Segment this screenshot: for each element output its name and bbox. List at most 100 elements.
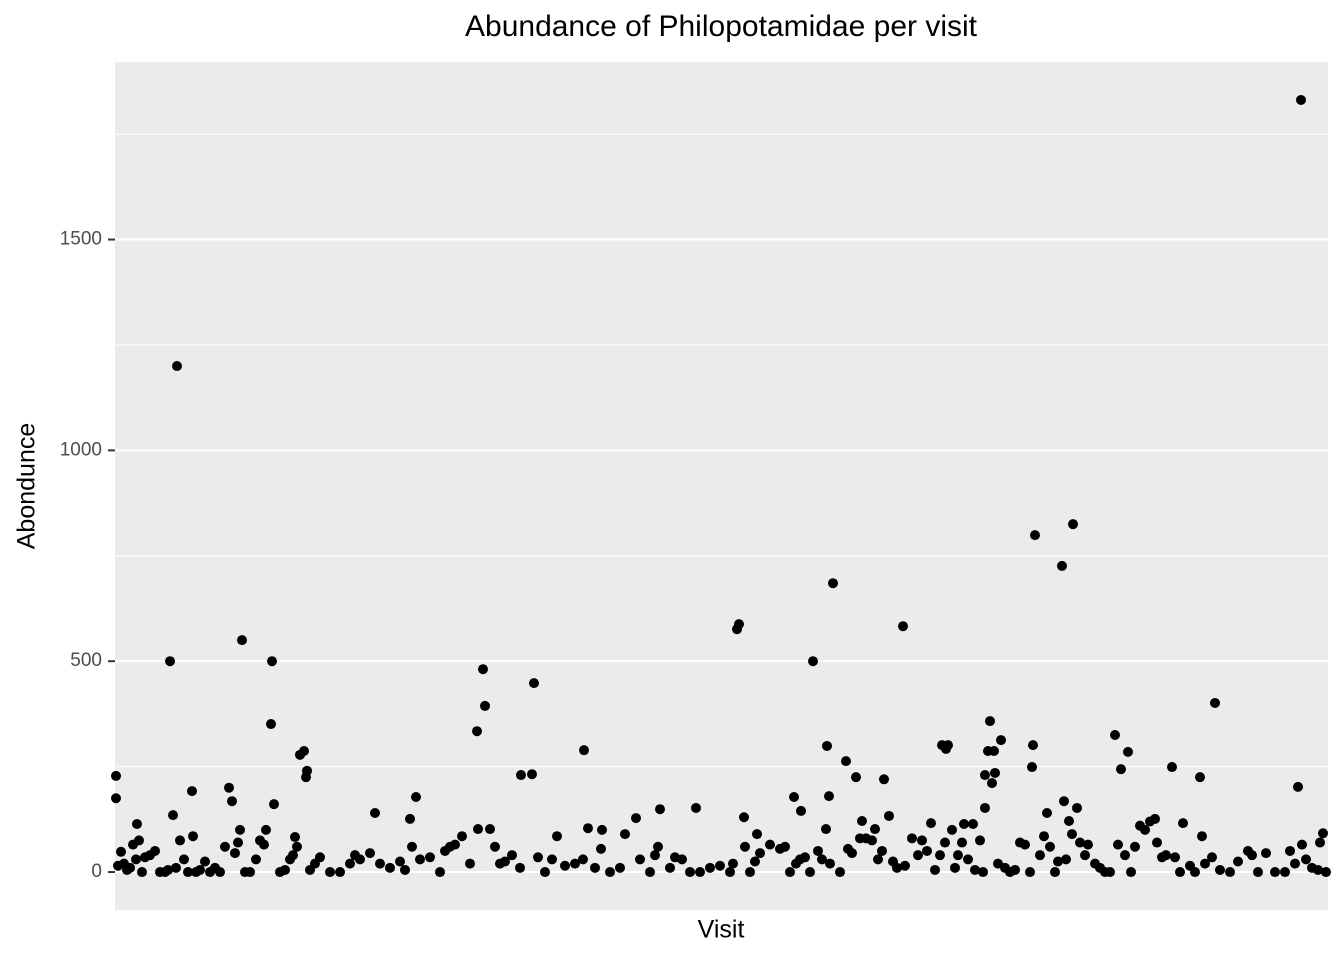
data-point — [780, 841, 790, 852]
data-point — [473, 824, 483, 835]
data-point — [400, 864, 410, 875]
data-point — [1161, 850, 1171, 861]
x-axis-title: Visit — [698, 916, 745, 944]
data-point — [1313, 864, 1323, 875]
data-point — [235, 824, 245, 835]
data-point — [821, 824, 831, 835]
data-point — [570, 858, 580, 869]
data-point — [175, 835, 185, 846]
data-point — [220, 841, 230, 852]
data-point — [195, 864, 205, 875]
data-point — [1290, 858, 1300, 869]
data-point — [1123, 746, 1133, 757]
data-point — [472, 726, 482, 737]
data-point — [655, 804, 665, 815]
data-point — [299, 746, 309, 757]
data-point — [583, 823, 593, 834]
data-point — [968, 818, 978, 829]
data-point — [828, 578, 838, 589]
data-point — [1200, 858, 1210, 869]
data-point — [1190, 867, 1200, 878]
data-point — [996, 735, 1006, 746]
data-point — [987, 778, 997, 789]
data-point — [963, 854, 973, 865]
data-point — [959, 818, 969, 829]
data-point — [1152, 837, 1162, 848]
y-tick-label: 1500 — [60, 229, 102, 250]
data-point — [233, 837, 243, 848]
data-point — [365, 848, 375, 859]
data-point — [665, 862, 675, 873]
data-point — [835, 867, 845, 878]
data-point — [615, 862, 625, 873]
data-point — [385, 862, 395, 873]
data-point — [227, 796, 237, 807]
data-point — [579, 745, 589, 756]
data-point — [1145, 816, 1155, 827]
data-point — [817, 854, 827, 865]
data-point — [980, 770, 990, 781]
data-point — [1270, 867, 1280, 878]
data-point — [705, 862, 715, 873]
data-point — [685, 867, 695, 878]
data-point — [1247, 850, 1257, 861]
data-point — [267, 656, 277, 667]
data-point — [1010, 864, 1020, 875]
data-point — [1027, 762, 1037, 773]
y-axis-title: Abondunce — [13, 423, 41, 550]
data-point — [940, 837, 950, 848]
data-point — [560, 860, 570, 871]
data-point — [857, 816, 867, 827]
data-point — [1057, 560, 1067, 571]
data-point — [1020, 839, 1030, 850]
data-point — [172, 361, 182, 372]
data-point — [251, 854, 261, 865]
data-point — [188, 831, 198, 842]
data-point — [813, 845, 823, 856]
data-point — [825, 858, 835, 869]
data-point — [132, 818, 142, 829]
data-point — [1064, 816, 1074, 827]
data-point — [516, 770, 526, 781]
data-point — [873, 854, 883, 865]
data-point — [1167, 762, 1177, 773]
data-point — [547, 854, 557, 865]
data-point — [822, 740, 832, 751]
data-point — [345, 858, 355, 869]
data-point — [892, 862, 902, 873]
data-point — [943, 740, 953, 751]
data-point — [116, 846, 126, 857]
data-point — [631, 813, 641, 824]
data-point — [1321, 867, 1331, 878]
data-point — [171, 862, 181, 873]
data-point — [1296, 94, 1306, 105]
data-point — [137, 867, 147, 878]
data-point — [355, 854, 365, 865]
data-point — [990, 767, 1000, 778]
data-point — [411, 791, 421, 802]
data-point — [691, 802, 701, 813]
data-point — [125, 862, 135, 873]
data-point — [533, 852, 543, 863]
data-point — [851, 772, 861, 783]
data-point — [1207, 852, 1217, 863]
data-point — [947, 824, 957, 835]
data-point — [1068, 519, 1078, 530]
data-point — [980, 802, 990, 813]
data-point — [728, 858, 738, 869]
data-point — [597, 824, 607, 835]
data-point — [200, 856, 210, 867]
data-point — [315, 852, 325, 863]
data-point — [796, 805, 806, 816]
data-point — [755, 848, 765, 859]
data-point — [1067, 829, 1077, 840]
data-point — [480, 700, 490, 711]
data-point — [150, 845, 160, 856]
data-point — [485, 824, 495, 835]
data-point — [325, 867, 335, 878]
data-point — [1315, 837, 1325, 848]
data-point — [1197, 831, 1207, 842]
data-point — [335, 867, 345, 878]
data-point — [596, 843, 606, 854]
data-point — [527, 769, 537, 780]
